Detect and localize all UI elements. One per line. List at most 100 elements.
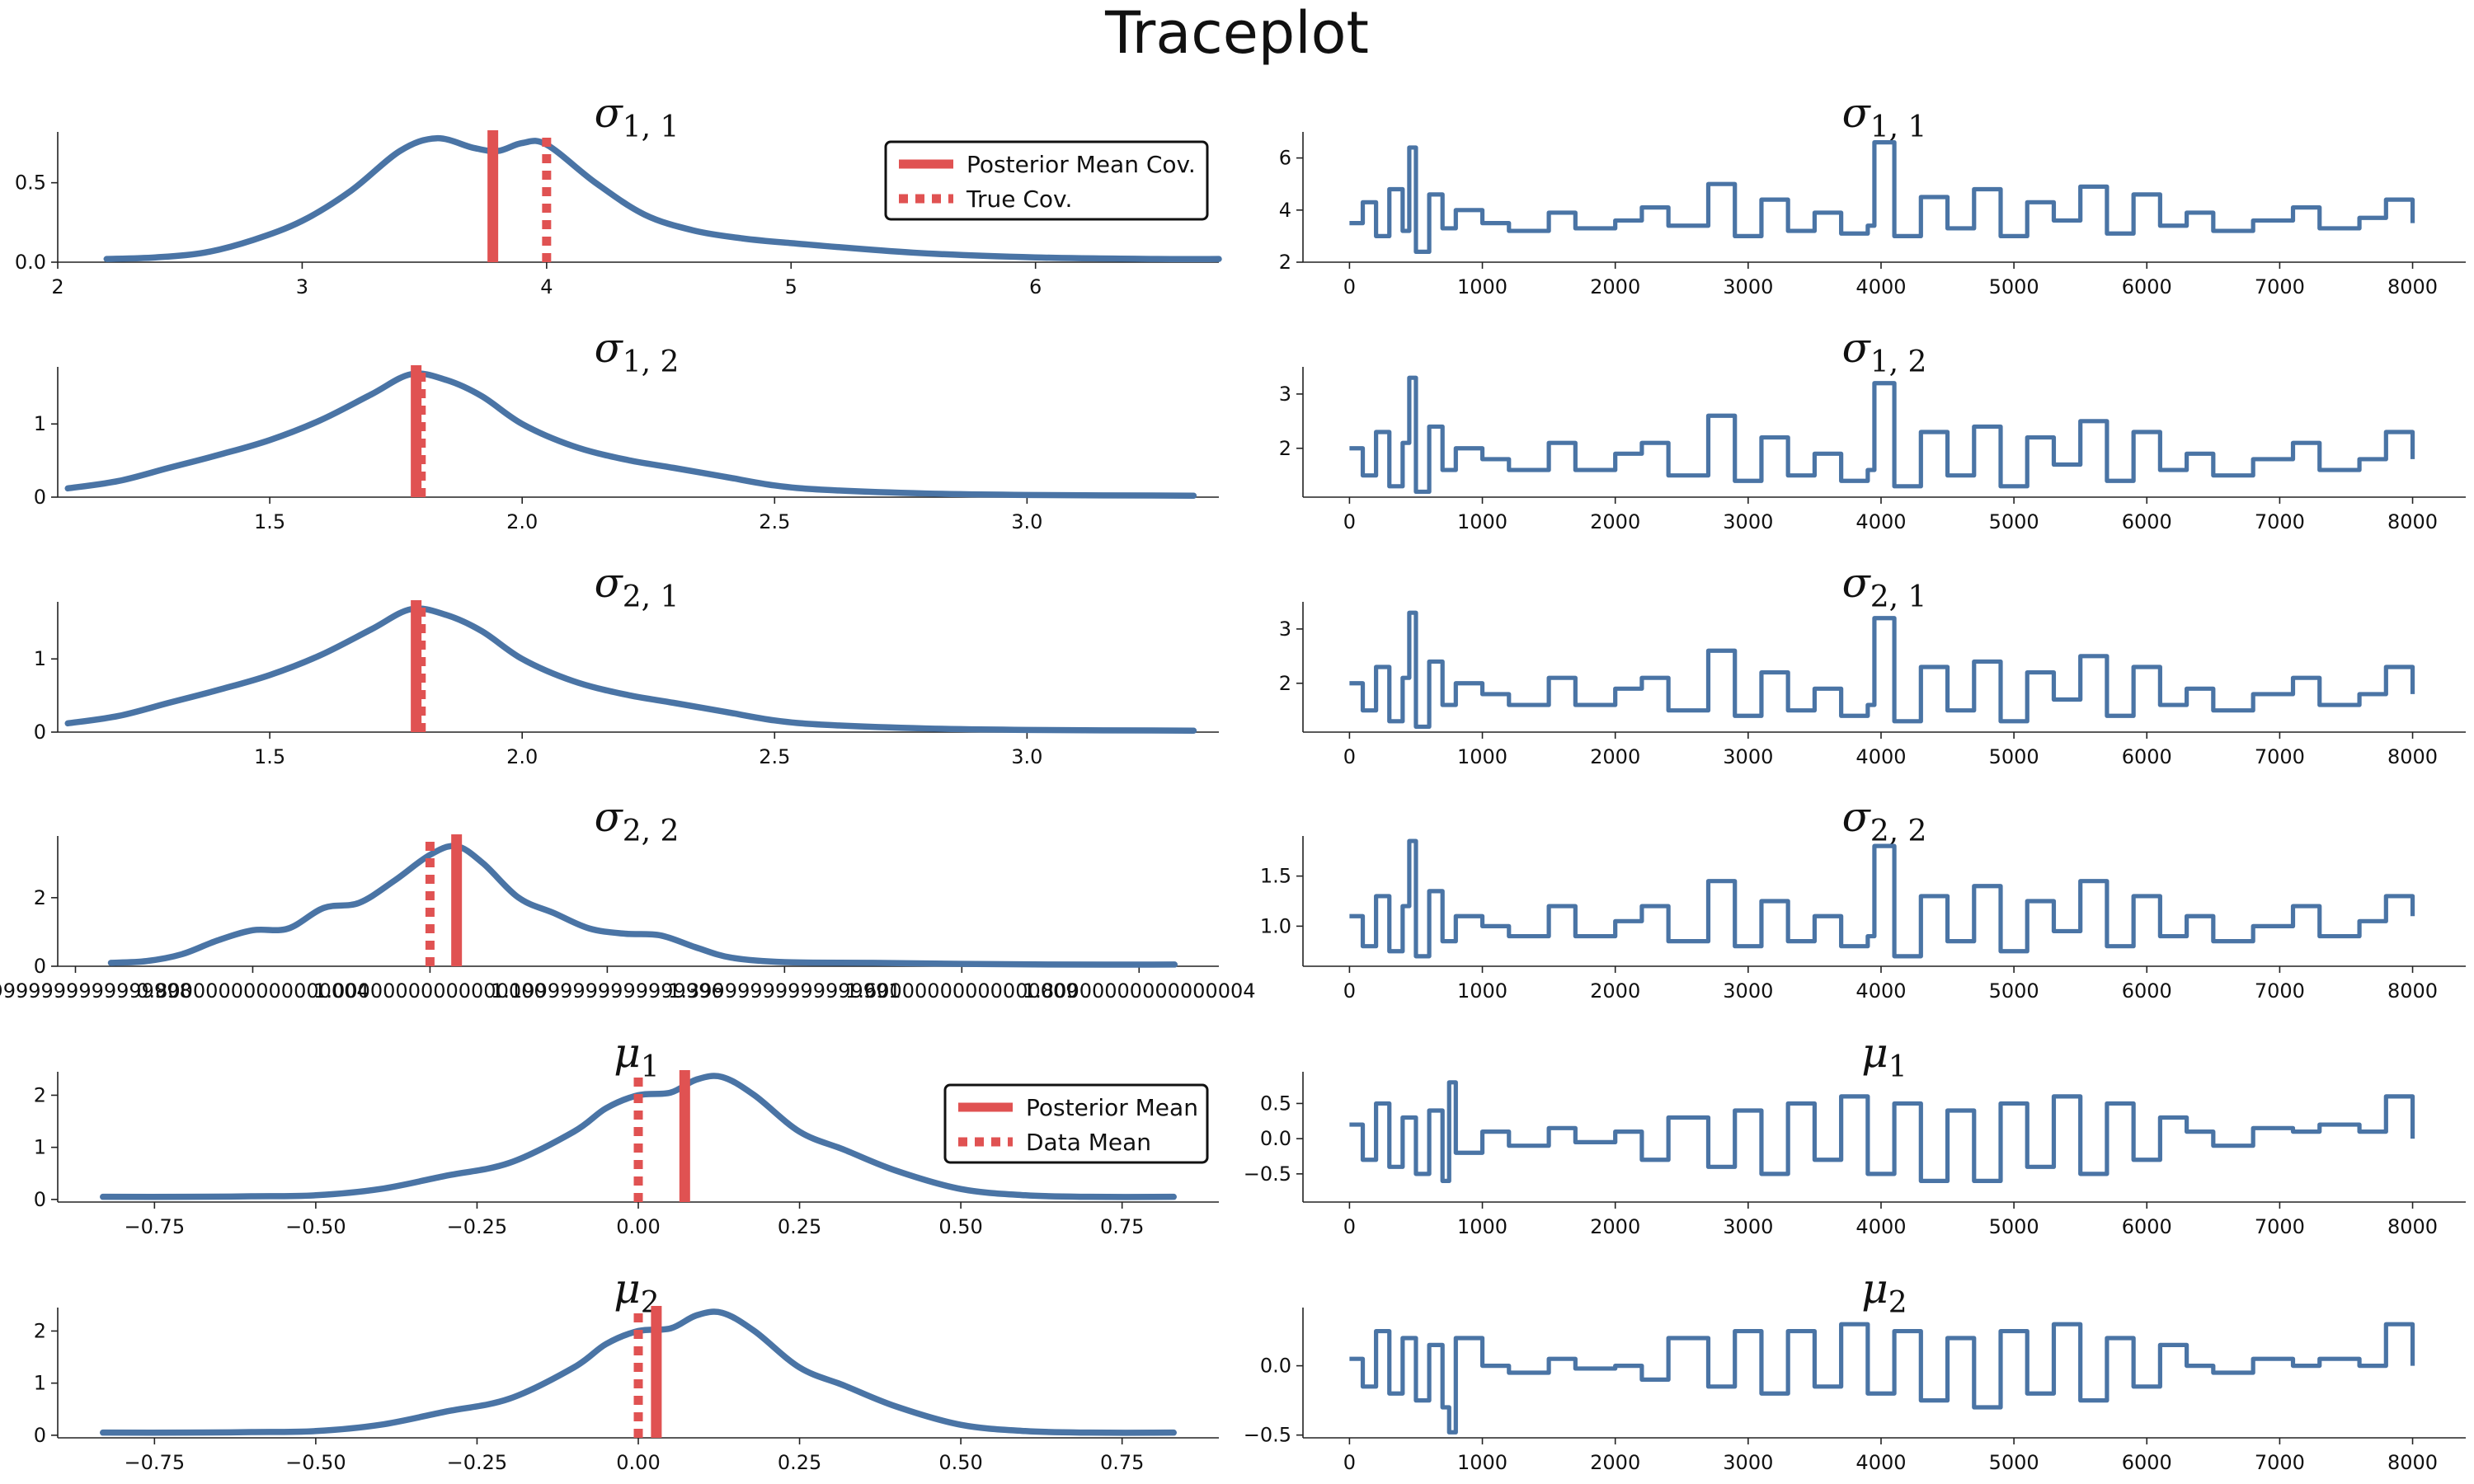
panel-title-subscript: 2, 1 bbox=[1870, 580, 1927, 614]
x-tick-label: 2 bbox=[51, 275, 63, 298]
y-tick-label: 0 bbox=[34, 721, 46, 744]
x-tick-label: 4000 bbox=[1856, 1451, 1906, 1474]
density-panel-6: μ2 −0.75 −0.50 −0.25 0.00 0.25 0.50 0.75 0 1 2 bbox=[34, 1265, 1219, 1474]
x-tick-label: 1.00000000000000000 bbox=[313, 979, 546, 1003]
y-tick-label: 2 bbox=[1279, 251, 1291, 274]
y-tick-label: 0 bbox=[34, 955, 46, 978]
x-tick-label: 7000 bbox=[2255, 979, 2305, 1003]
x-tick-label: 0.00 bbox=[616, 1451, 660, 1474]
density-curve bbox=[64, 605, 1197, 734]
x-tick-label: −0.75 bbox=[125, 1451, 186, 1474]
panel-title-symbol: μ bbox=[1861, 1029, 1888, 1077]
x-tick-label: 7000 bbox=[2255, 275, 2305, 298]
figure-title: Traceplot bbox=[1104, 0, 1369, 67]
x-tick-label: 5000 bbox=[1989, 1215, 2039, 1238]
y-tick-label: 0 bbox=[34, 1424, 46, 1447]
y-tick-label: 1 bbox=[34, 1136, 46, 1159]
panel-title: σ1, 2 bbox=[1842, 324, 1927, 379]
x-tick-label: 5000 bbox=[1989, 510, 2039, 533]
x-tick-label: 1.80000000000000004 bbox=[1023, 979, 1255, 1003]
x-tick-label: 2000 bbox=[1590, 745, 1640, 768]
x-tick-label: 5000 bbox=[1989, 979, 2039, 1003]
panel-title: μ2 bbox=[614, 1265, 659, 1320]
y-tick-label: 1.0 bbox=[1260, 914, 1291, 937]
x-tick-label: 8000 bbox=[2387, 1215, 2438, 1238]
x-tick-label: 0.75 bbox=[1100, 1215, 1144, 1238]
y-tick-label: −0.5 bbox=[1244, 1424, 1291, 1447]
x-tick-label: 1.19999999999999996 bbox=[491, 979, 723, 1003]
x-tick-label: 1000 bbox=[1457, 1451, 1507, 1474]
x-tick-label: −0.75 bbox=[125, 1215, 186, 1238]
x-tick-label: 1.60000000000000009 bbox=[845, 979, 1078, 1003]
x-tick-label: 6000 bbox=[2122, 745, 2172, 768]
y-tick-label: 1.5 bbox=[1260, 865, 1291, 888]
panel-title: μ1 bbox=[614, 1029, 659, 1084]
panel-title-symbol: σ bbox=[1842, 324, 1872, 372]
y-tick-label: 1 bbox=[34, 1372, 46, 1395]
panel-title-subscript: 1 bbox=[1888, 1050, 1907, 1084]
trace-panel-1: σ1, 1 0 1000 2000 3000 4000 5000 6000 7000 8000 2 4… bbox=[1279, 89, 2466, 298]
x-tick-label: 3000 bbox=[1723, 979, 1773, 1003]
trace-panel-6: μ2 0 1000 2000 3000 4000 5000 6000 7000 8000 −0.5 0… bbox=[1244, 1265, 2466, 1474]
trace-panel-5: μ1 0 1000 2000 3000 4000 5000 6000 7000 8000 −0.5 0… bbox=[1244, 1029, 2466, 1238]
trace-line bbox=[1349, 610, 2415, 730]
panel-title-symbol: σ bbox=[595, 324, 624, 372]
x-tick-label: −0.50 bbox=[285, 1451, 346, 1474]
density-panel-4: σ2, 2 0.599999999999999980.80000000000000… bbox=[0, 793, 1256, 1003]
y-tick-label: 3 bbox=[1279, 618, 1291, 641]
panel-title-subscript: 1, 1 bbox=[623, 110, 680, 144]
panel-title-subscript: 2, 1 bbox=[623, 580, 680, 614]
legend: Posterior Mean Data Mean bbox=[943, 1083, 1209, 1164]
y-tick-label: 3 bbox=[1279, 383, 1291, 406]
x-tick-label: 2.0 bbox=[506, 745, 538, 768]
panel-title-symbol: σ bbox=[1842, 559, 1872, 607]
x-tick-label: 0.59999999999999998 bbox=[0, 979, 192, 1003]
x-tick-label: 2.0 bbox=[506, 510, 538, 533]
x-tick-label: 2000 bbox=[1590, 510, 1640, 533]
x-tick-label: 0 bbox=[1343, 510, 1356, 533]
x-tick-label: 7000 bbox=[2255, 1451, 2305, 1474]
y-tick-label: 0.0 bbox=[1260, 1355, 1291, 1378]
trace-panel-2: σ1, 2 0 1000 2000 3000 4000 5000 6000 7000 8000 2 3 bbox=[1279, 324, 2466, 533]
panel-title-subscript: 1, 2 bbox=[1870, 345, 1927, 379]
x-tick-label: 7000 bbox=[2255, 745, 2305, 768]
y-tick-label: 2 bbox=[34, 1319, 46, 1342]
panel-title: σ2, 2 bbox=[595, 793, 680, 848]
x-tick-label: 8000 bbox=[2387, 1451, 2438, 1474]
x-tick-label: 5 bbox=[785, 275, 797, 298]
y-tick-label: 2 bbox=[1279, 437, 1291, 460]
y-tick-label: 0.0 bbox=[15, 251, 46, 274]
x-tick-label: 4 bbox=[540, 275, 553, 298]
x-tick-label: 6000 bbox=[2122, 979, 2172, 1003]
legend-label: True Cov. bbox=[966, 186, 1072, 213]
panel-title: σ2, 2 bbox=[1842, 793, 1927, 848]
x-tick-label: 2000 bbox=[1590, 275, 1640, 298]
panel-title-symbol: σ bbox=[595, 559, 624, 607]
x-tick-label: 0.75 bbox=[1100, 1451, 1144, 1474]
x-tick-label: 6000 bbox=[2122, 510, 2172, 533]
x-tick-label: 0 bbox=[1343, 1451, 1356, 1474]
y-tick-label: −0.5 bbox=[1244, 1162, 1291, 1186]
panel-title-symbol: μ bbox=[614, 1265, 641, 1313]
trace-line bbox=[1349, 1322, 2415, 1435]
x-tick-label: 3.0 bbox=[1011, 510, 1042, 533]
trace-line bbox=[1349, 375, 2415, 495]
panel-title-subscript: 2, 2 bbox=[1870, 815, 1927, 848]
trace-line bbox=[1349, 1080, 2415, 1183]
x-tick-label: −0.50 bbox=[285, 1215, 346, 1238]
trace-line bbox=[1349, 140, 2415, 254]
x-tick-label: 7000 bbox=[2255, 510, 2305, 533]
density-curve bbox=[100, 1308, 1177, 1436]
y-tick-label: 0.5 bbox=[1260, 1092, 1291, 1115]
panel-title: σ2, 1 bbox=[595, 559, 680, 614]
x-tick-label: 4000 bbox=[1856, 510, 1906, 533]
y-tick-label: 0.5 bbox=[15, 171, 46, 195]
y-tick-label: 0 bbox=[34, 486, 46, 509]
panel-title-subscript: 2, 2 bbox=[623, 815, 680, 848]
x-tick-label: 1.39999999999999991 bbox=[668, 979, 901, 1003]
x-tick-label: 6000 bbox=[2122, 1451, 2172, 1474]
x-tick-label: 1.5 bbox=[254, 510, 285, 533]
x-tick-label: 2000 bbox=[1590, 1215, 1640, 1238]
